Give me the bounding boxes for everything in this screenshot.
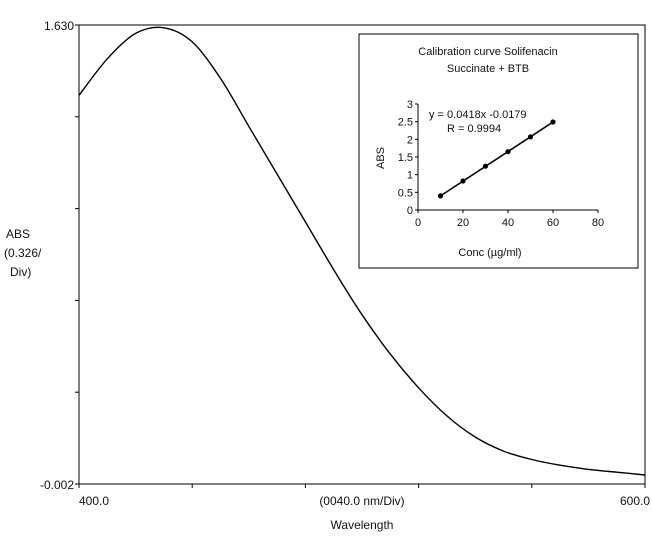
inset-data-point <box>460 178 466 184</box>
main-xtick-label-div: (0040.0 nm/Div) <box>319 494 404 508</box>
main-ylabel-line-3: Div) <box>10 265 31 279</box>
inset-equation: y = 0.0418x -0.0179 <box>429 109 527 121</box>
inset-ytick-label: 0.5 <box>398 187 413 199</box>
inset-data-point <box>437 193 444 199</box>
inset-r-value: R = 0.9994 <box>447 123 501 135</box>
main-xtick-label-start: 400.0 <box>79 494 109 508</box>
inset-data-point <box>527 134 534 140</box>
inset-xtick-label: 40 <box>502 217 514 229</box>
main-ytick-label-top: 1.630 <box>44 19 74 33</box>
main-ylabel-line-1: ABS <box>6 227 30 241</box>
inset-data-point <box>550 119 556 125</box>
main-plot-frame <box>78 24 646 485</box>
inset-ylabel: ABS <box>375 147 387 169</box>
inset-plot: 0 0.5 1 1.5 2 2.5 3 0 20 40 60 80 <box>398 99 604 229</box>
inset-ytick-label: 2 <box>407 134 413 146</box>
inset-data-point <box>505 149 511 155</box>
inset-data-point <box>482 163 489 169</box>
inset-ytick-label: 1 <box>407 170 413 182</box>
inset-xtick-label: 20 <box>457 217 469 229</box>
main-ytick-label-bottom: -0.002 <box>40 478 74 492</box>
inset-ytick-label: 3 <box>407 99 413 111</box>
main-xlabel: Wavelength <box>331 518 394 532</box>
inset-title-line-2: Succinate + BTB <box>447 63 529 75</box>
inset-trendline <box>440 121 554 197</box>
inset-xtick-label: 60 <box>547 217 559 229</box>
inset-ytick-label: 2.5 <box>398 117 413 129</box>
inset-box <box>358 33 639 269</box>
inset-xlabel: Conc (µg/ml) <box>458 247 521 259</box>
inset-ytick-label: 0 <box>407 205 413 217</box>
inset-title-line-1: Calibration curve Solifenacin <box>418 46 557 58</box>
spectrum-line <box>78 26 646 476</box>
inset-ytick-label: 1.5 <box>398 152 413 164</box>
inset-xtick-label: 80 <box>592 217 604 229</box>
main-xtick-label-end: 600.0 <box>620 494 650 508</box>
main-ylabel-line-2: (0.326/ <box>4 246 42 260</box>
inset-xtick-label: 0 <box>415 217 421 229</box>
